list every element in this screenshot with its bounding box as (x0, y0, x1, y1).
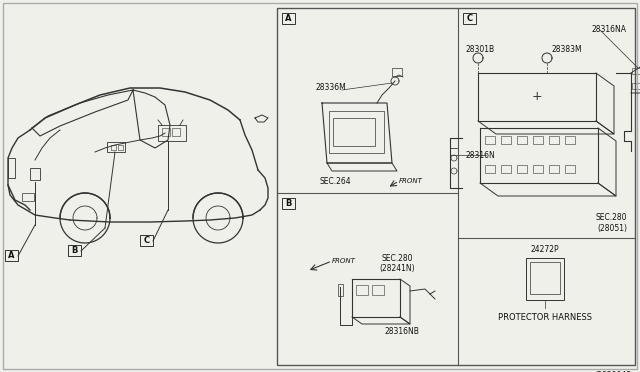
Bar (565, 165, 575, 173)
Bar (172, 128, 180, 136)
Text: B: B (71, 246, 77, 255)
Bar (565, 136, 575, 144)
Bar (517, 165, 527, 173)
Text: 28383M: 28383M (552, 45, 582, 55)
Bar (282, 198, 295, 209)
Bar (282, 13, 295, 24)
Text: 28301B: 28301B (466, 45, 495, 55)
Text: +: + (532, 90, 542, 103)
Bar (162, 128, 170, 136)
Bar (533, 165, 543, 173)
Bar (485, 136, 495, 144)
Text: FRONT: FRONT (332, 258, 356, 264)
Text: A: A (8, 251, 15, 260)
Text: 24272P: 24272P (531, 246, 559, 254)
Bar (111, 145, 116, 150)
Bar (463, 13, 476, 24)
Bar (107, 142, 125, 152)
Text: C: C (143, 236, 150, 245)
Bar (501, 136, 511, 144)
Bar (30, 168, 40, 180)
Bar (333, 118, 375, 146)
Bar (118, 145, 123, 150)
Bar (549, 136, 559, 144)
Bar (8, 158, 15, 178)
Bar (5, 250, 18, 261)
Bar (140, 235, 153, 246)
Text: SEC.264: SEC.264 (319, 176, 351, 186)
Text: FRONT: FRONT (399, 178, 423, 184)
Text: PROTECTOR HARNESS: PROTECTOR HARNESS (498, 314, 592, 323)
Text: 28316N: 28316N (466, 151, 496, 160)
Text: A: A (285, 14, 292, 23)
Text: 28316NB: 28316NB (385, 327, 419, 337)
Bar (392, 68, 402, 76)
Bar (158, 125, 186, 141)
Bar (533, 136, 543, 144)
Bar (632, 68, 640, 74)
Bar (517, 136, 527, 144)
Text: SEC.280
(28051): SEC.280 (28051) (595, 213, 627, 233)
Bar (356, 285, 368, 295)
Bar (530, 262, 560, 294)
Text: B: B (285, 199, 292, 208)
Bar (329, 111, 384, 153)
Bar (277, 8, 635, 365)
Bar (372, 285, 384, 295)
Bar (22, 193, 34, 201)
Bar (501, 165, 511, 173)
Bar (526, 258, 564, 300)
Bar (632, 83, 640, 89)
Bar (68, 245, 81, 256)
Bar (485, 165, 495, 173)
Text: J2830043: J2830043 (596, 371, 632, 372)
Text: 28336M: 28336M (315, 83, 346, 93)
Bar (549, 165, 559, 173)
Bar (338, 284, 343, 296)
Text: 28316NA: 28316NA (592, 26, 627, 35)
Text: SEC.280
(28241N): SEC.280 (28241N) (379, 254, 415, 273)
Text: C: C (467, 14, 472, 23)
